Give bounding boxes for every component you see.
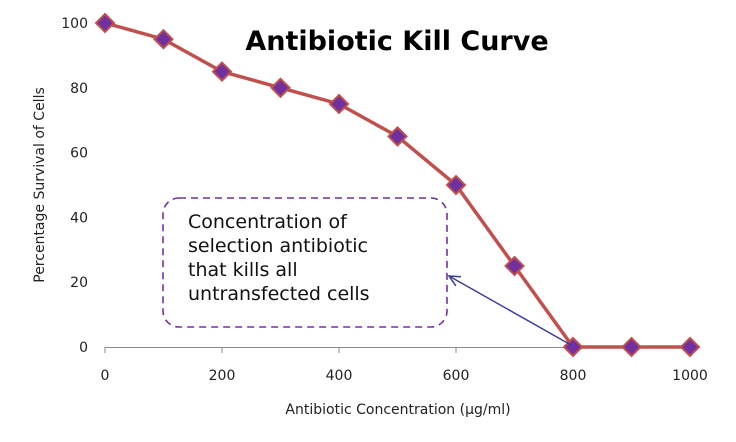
chart-title: Antibiotic Kill Curve [245, 26, 548, 57]
y-tick-label: 80 [70, 81, 88, 97]
annotation-text-line: untransfected cells [188, 283, 370, 305]
y-tick-label: 100 [61, 16, 88, 32]
annotation-box [162, 197, 448, 328]
arrow-head-icon [447, 275, 462, 287]
x-tick-label: 600 [443, 368, 470, 384]
arrow-shaft [448, 275, 572, 346]
data-point [153, 28, 174, 50]
data-point [328, 93, 350, 115]
data-point [387, 125, 408, 147]
y-tick-label: 0 [79, 340, 88, 356]
annotation-text-line: Concentration of [188, 211, 348, 233]
y-axis-label: Percentage Survival of Cells [32, 87, 48, 283]
x-tick-label: 200 [209, 368, 236, 384]
annotation-text-line: selection antibiotic [188, 235, 368, 257]
x-axis-label: Antibiotic Concentration (µg/ml) [285, 402, 510, 418]
x-tick-label: 400 [326, 368, 353, 384]
data-point [621, 336, 642, 358]
y-tick-label: 40 [70, 210, 88, 226]
x-tick-label: 0 [101, 368, 110, 384]
data-point [211, 61, 233, 83]
data-point [562, 336, 584, 358]
data-point [445, 174, 467, 196]
data-point [504, 255, 525, 277]
y-tick-label: 20 [70, 275, 88, 291]
annotation-arrow [447, 275, 572, 346]
x-tick-label: 800 [560, 368, 587, 384]
data-point [270, 77, 291, 99]
x-tick-label: 1000 [672, 368, 708, 384]
data-point [679, 336, 701, 358]
data-point [94, 12, 116, 34]
annotation-text-line: that kills all [188, 259, 298, 281]
y-tick-label: 60 [70, 146, 88, 162]
